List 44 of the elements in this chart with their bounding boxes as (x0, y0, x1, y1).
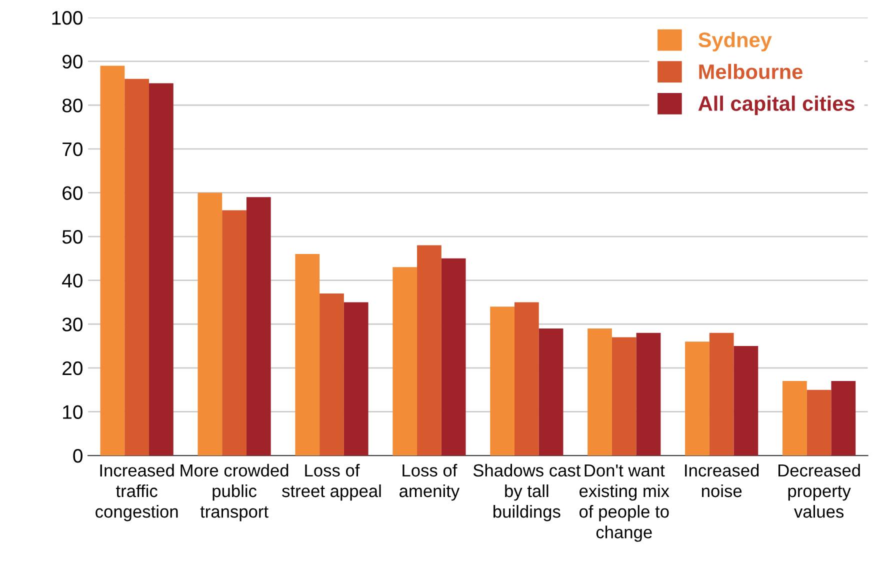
bar (685, 342, 710, 456)
legend-label: Melbourne (699, 64, 802, 80)
y-tick-label: 30 (62, 318, 82, 332)
x-tick-label: Loss of amenity (400, 464, 460, 501)
bar (392, 267, 418, 456)
y-tick-label: 0 (73, 448, 82, 463)
y-tick-label: 40 (62, 274, 82, 288)
bar (344, 302, 368, 456)
x-tick-label: Increased traffic congestion (96, 464, 178, 522)
bar (588, 328, 612, 456)
legend-label: All capital cities (698, 96, 854, 116)
bar (538, 328, 564, 456)
bar (198, 192, 222, 456)
bar (149, 83, 174, 456)
y-tick-label: 100 (52, 10, 82, 25)
bar (806, 390, 832, 456)
y-tick-label: 60 (62, 186, 82, 200)
bar (734, 346, 758, 456)
bar (295, 254, 320, 456)
bar (612, 337, 636, 456)
x-tick-label: Shadows cast by tall buildings (473, 464, 581, 522)
bar (441, 258, 466, 456)
bar (100, 66, 125, 456)
y-tick-label: 20 (62, 361, 82, 376)
bar (782, 381, 807, 456)
bar (417, 245, 442, 456)
bar (246, 197, 271, 456)
y-tick-label: 70 (62, 142, 82, 156)
x-tick-label: Increased noise (685, 464, 759, 498)
bar (124, 78, 150, 456)
bar (514, 302, 539, 456)
bar (320, 293, 344, 456)
bar (490, 306, 514, 456)
bar (831, 381, 856, 456)
y-tick-label: 90 (62, 54, 82, 69)
legend-label: Sydney (698, 32, 772, 52)
y-tick-label: 80 (62, 98, 82, 112)
y-tick-label: 10 (63, 405, 82, 419)
bar (636, 332, 661, 456)
x-tick-label: Decreased property values (778, 464, 860, 518)
bar (222, 210, 246, 456)
bar (709, 332, 734, 456)
y-tick-label: 50 (62, 230, 82, 244)
x-tick-label: Don't want existing mix of people to change (580, 464, 670, 542)
